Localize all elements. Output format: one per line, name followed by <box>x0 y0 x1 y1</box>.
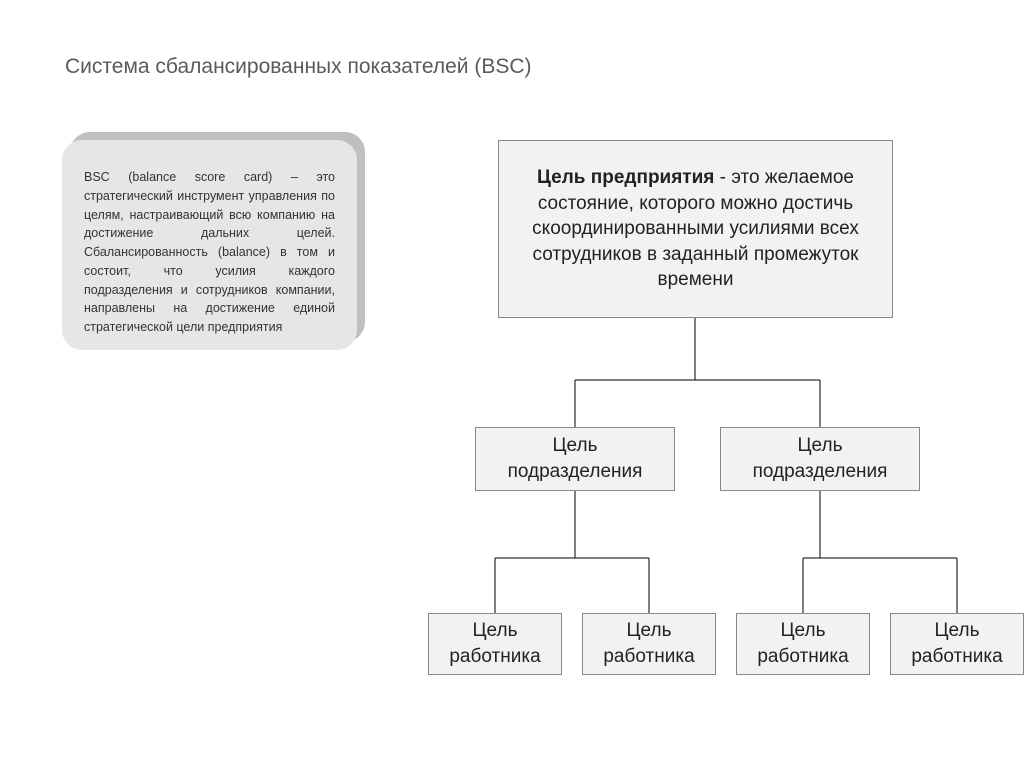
tree-node-label: Цельработника <box>911 618 1002 669</box>
tree-level3-node: Цельработника <box>428 613 562 675</box>
tree-level3-node: Цельработника <box>582 613 716 675</box>
tree-level2-node: Цельподразделения <box>475 427 675 491</box>
definition-text: BSC (balance score card) – это стратегич… <box>84 170 335 334</box>
definition-box: BSC (balance score card) – это стратегич… <box>62 140 357 350</box>
tree-level3-node: Цельработника <box>736 613 870 675</box>
tree-root-bold: Цель предприятия <box>537 167 714 188</box>
page-title: Система сбалансированных показателей (BS… <box>65 55 532 79</box>
tree-node-label: Цельподразделения <box>753 433 888 484</box>
tree-node-label: Цельподразделения <box>508 433 643 484</box>
tree-node-label: Цельработника <box>449 618 540 669</box>
tree-level2-node: Цельподразделения <box>720 427 920 491</box>
tree-node-label: Цельработника <box>603 618 694 669</box>
tree-level3-node: Цельработника <box>890 613 1024 675</box>
tree-root-content: Цель предприятия - это желаемое состояни… <box>513 165 878 293</box>
tree-root-node: Цель предприятия - это желаемое состояни… <box>498 140 893 318</box>
tree-node-label: Цельработника <box>757 618 848 669</box>
